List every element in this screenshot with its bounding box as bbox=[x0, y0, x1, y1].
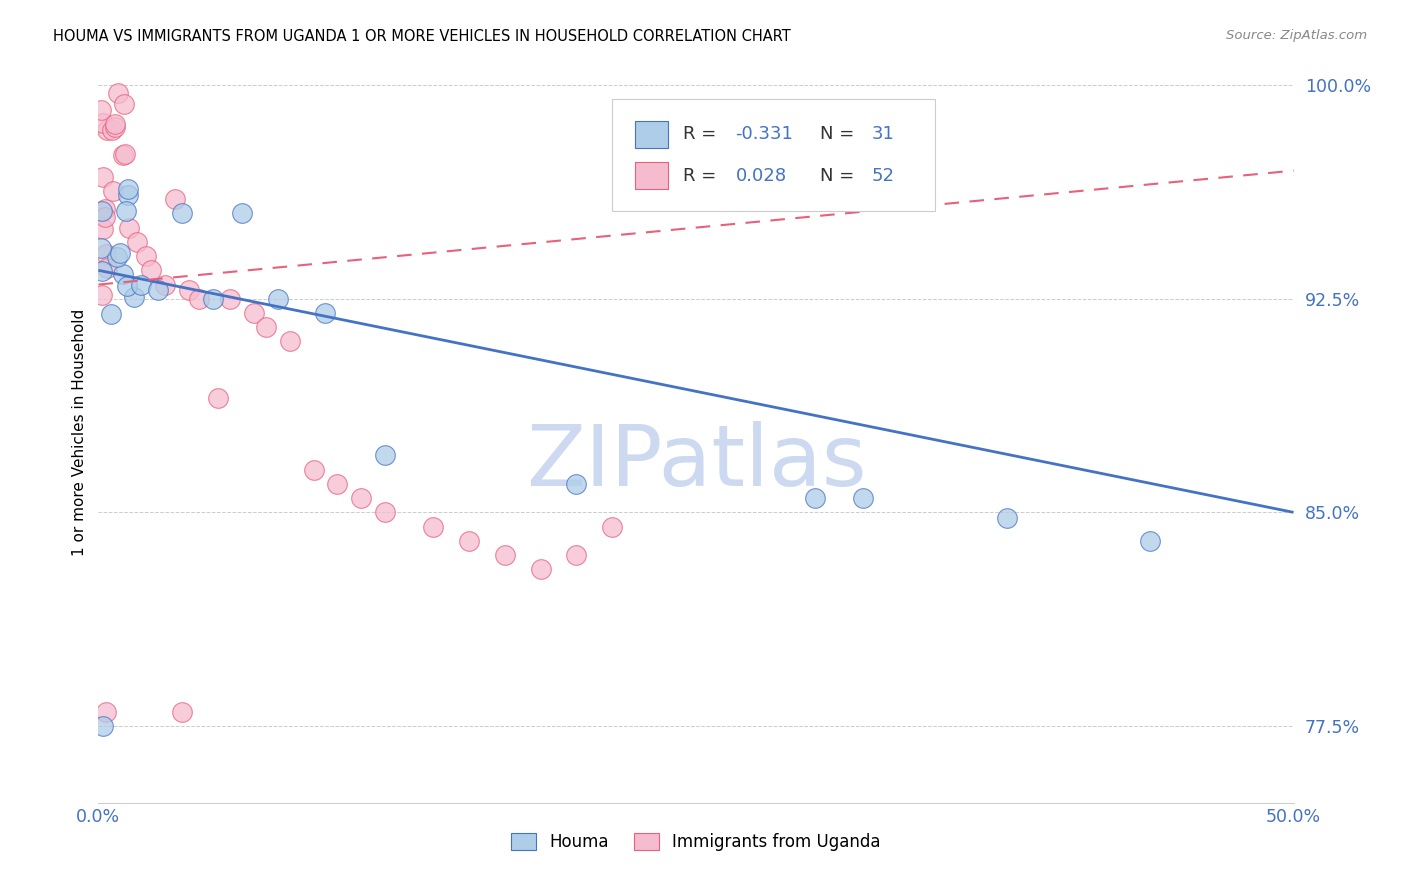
Point bbox=[114, 97, 136, 112]
Point bbox=[139, 263, 162, 277]
Text: Source: ZipAtlas.com: Source: ZipAtlas.com bbox=[1226, 29, 1367, 42]
Point bbox=[90, 264, 112, 278]
Point bbox=[108, 245, 131, 260]
Point bbox=[326, 476, 349, 491]
Point bbox=[96, 247, 118, 261]
Text: -0.331: -0.331 bbox=[735, 125, 793, 144]
Point bbox=[1139, 533, 1161, 548]
Text: R =: R = bbox=[683, 125, 721, 144]
Text: 0.028: 0.028 bbox=[735, 167, 786, 185]
Y-axis label: 1 or more Vehicles in Household: 1 or more Vehicles in Household bbox=[72, 309, 87, 557]
Point bbox=[530, 562, 553, 576]
Point bbox=[278, 334, 301, 349]
Text: 31: 31 bbox=[872, 125, 894, 144]
Point bbox=[94, 705, 117, 719]
Point bbox=[91, 116, 114, 130]
Point bbox=[254, 320, 277, 334]
FancyBboxPatch shape bbox=[636, 121, 668, 147]
Point bbox=[103, 184, 125, 198]
FancyBboxPatch shape bbox=[636, 162, 668, 189]
Point bbox=[267, 292, 290, 306]
Point bbox=[565, 548, 588, 562]
Point bbox=[93, 202, 115, 217]
Point bbox=[122, 290, 145, 304]
Text: 52: 52 bbox=[872, 167, 894, 185]
Point bbox=[494, 548, 516, 562]
Point bbox=[105, 250, 128, 264]
Point bbox=[96, 260, 118, 275]
Point bbox=[114, 204, 136, 219]
Point bbox=[374, 505, 396, 519]
Point bbox=[187, 292, 209, 306]
Point bbox=[422, 519, 444, 533]
Point bbox=[90, 241, 112, 255]
Point bbox=[91, 222, 114, 236]
Legend: Houma, Immigrants from Uganda: Houma, Immigrants from Uganda bbox=[505, 826, 887, 857]
Point bbox=[90, 103, 112, 117]
FancyBboxPatch shape bbox=[613, 99, 935, 211]
Point bbox=[565, 476, 588, 491]
Point bbox=[114, 147, 136, 161]
Text: N =: N = bbox=[820, 167, 860, 185]
Point bbox=[131, 277, 153, 292]
Point bbox=[602, 519, 624, 533]
Text: ZIPatlas: ZIPatlas bbox=[526, 421, 866, 504]
Point bbox=[219, 292, 242, 306]
Point bbox=[315, 306, 337, 320]
Point bbox=[118, 220, 141, 235]
Point bbox=[172, 705, 194, 719]
Point bbox=[125, 235, 148, 249]
Point bbox=[104, 120, 127, 134]
Point bbox=[135, 249, 157, 263]
Point bbox=[148, 283, 170, 297]
Point bbox=[350, 491, 373, 505]
Point bbox=[115, 278, 138, 293]
Point bbox=[804, 491, 827, 505]
Point bbox=[163, 192, 186, 206]
Point bbox=[155, 277, 177, 292]
Point bbox=[117, 188, 139, 202]
Text: R =: R = bbox=[683, 167, 721, 185]
Text: N =: N = bbox=[820, 125, 860, 144]
Point bbox=[458, 533, 481, 548]
Point bbox=[91, 204, 114, 219]
Point bbox=[374, 449, 396, 463]
Point bbox=[91, 719, 114, 733]
Point bbox=[231, 206, 253, 220]
Point bbox=[112, 267, 135, 281]
Point bbox=[107, 87, 129, 101]
Point bbox=[207, 392, 229, 406]
Point bbox=[111, 147, 134, 161]
Point bbox=[100, 307, 122, 321]
Point bbox=[302, 462, 325, 476]
Point bbox=[94, 210, 117, 224]
Point bbox=[202, 292, 225, 306]
Point bbox=[179, 283, 201, 297]
Point bbox=[852, 491, 875, 505]
Point bbox=[172, 206, 194, 220]
Point bbox=[117, 181, 139, 195]
Point bbox=[104, 117, 127, 131]
Point bbox=[96, 122, 118, 136]
Point bbox=[995, 511, 1018, 525]
Text: HOUMA VS IMMIGRANTS FROM UGANDA 1 OR MORE VEHICLES IN HOUSEHOLD CORRELATION CHAR: HOUMA VS IMMIGRANTS FROM UGANDA 1 OR MOR… bbox=[53, 29, 792, 44]
Point bbox=[243, 306, 266, 320]
Point bbox=[100, 123, 122, 137]
Point bbox=[90, 288, 112, 302]
Point bbox=[93, 169, 115, 184]
